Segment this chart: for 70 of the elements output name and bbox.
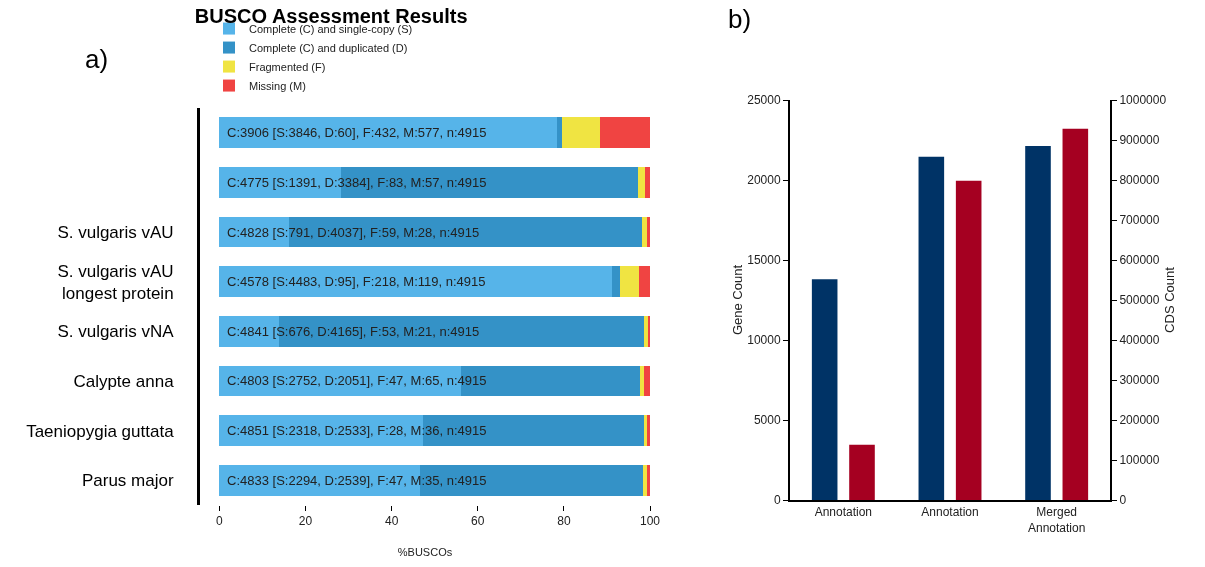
y2-axis-title: CDS Count bbox=[1161, 266, 1177, 333]
x-axis-title: %BUSCOs bbox=[397, 545, 453, 558]
data-label: C:4828 [S:791, D:4037], F:59, M:28, n:4915 bbox=[227, 225, 480, 240]
legend-label: Complete (C) and single-copy (S) bbox=[249, 22, 413, 35]
y2-tick-label: 800000 bbox=[1119, 173, 1160, 188]
data-label: C:4833 [S:2294, D:2539], F:47, M:35, n:4915 bbox=[227, 473, 487, 488]
bar bbox=[644, 365, 650, 397]
legend-label: Missing (M) bbox=[249, 79, 306, 92]
legend-label: Fragmented (F) bbox=[249, 60, 326, 73]
bar bbox=[556, 117, 562, 149]
y2-tick-label: 0 bbox=[1119, 493, 1127, 508]
data-label: C:4775 [S:1391, D:3384], F:83, M:57, n:4915 bbox=[227, 175, 487, 190]
data-label: C:3906 [S:3846, D:60], F:432, M:577, n:4915 bbox=[227, 125, 487, 140]
bar bbox=[599, 117, 650, 149]
bar bbox=[643, 464, 648, 496]
y-axis-title: Gene Count bbox=[730, 264, 746, 336]
y2-tick-label: 400000 bbox=[1119, 333, 1160, 348]
y-tick-label: 15000 bbox=[747, 253, 781, 268]
y2-tick-label: 100000 bbox=[1119, 453, 1160, 468]
x-tick-label: Merged Annotation bbox=[1027, 505, 1086, 535]
x-tick-label: 0 bbox=[216, 514, 224, 529]
x-tick-label: Annotation bbox=[921, 505, 979, 520]
y2-tick-label: 700000 bbox=[1119, 213, 1160, 228]
x-tick-label: Annotation bbox=[814, 505, 873, 520]
bar bbox=[647, 216, 650, 248]
y-tick-label: 10000 bbox=[747, 333, 781, 348]
y-tick-label: Calypte anna bbox=[73, 371, 175, 391]
data-label: C:4578 [S:4483, D:95], F:218, M:119, n:4915 bbox=[227, 274, 486, 289]
bar bbox=[561, 117, 600, 149]
y2-tick-label: 900000 bbox=[1119, 133, 1160, 148]
y-tick-label: S. vulgaris vAU longest protein bbox=[57, 261, 174, 303]
y-tick-label: Taeniopygia guttata bbox=[26, 421, 175, 441]
data-label: C:4841 [S:676, D:4165], F:53, M:21, n:4915 bbox=[227, 324, 480, 339]
bar bbox=[642, 216, 648, 248]
bar bbox=[1062, 128, 1089, 500]
bar bbox=[640, 365, 645, 397]
bar bbox=[1025, 145, 1051, 500]
bar bbox=[637, 167, 645, 198]
y-tick-label: 25000 bbox=[747, 93, 781, 108]
y2-tick-label: 500000 bbox=[1119, 293, 1160, 308]
bar bbox=[647, 464, 650, 496]
y-tick-label: 0 bbox=[773, 493, 781, 508]
bar bbox=[811, 279, 838, 500]
x-tick-label: 80 bbox=[557, 514, 571, 529]
x-tick-label: 100 bbox=[639, 514, 661, 529]
x-tick-label: 20 bbox=[298, 514, 313, 529]
bar bbox=[612, 266, 621, 298]
y2-tick-label: 1000000 bbox=[1119, 93, 1167, 108]
y-tick-label: S. vulgaris vAU bbox=[57, 223, 174, 243]
y-tick-label: S. vulgaris vNA bbox=[57, 322, 175, 342]
legend-label: Complete (C) and duplicated (D) bbox=[249, 41, 408, 54]
x-tick-label: 60 bbox=[471, 514, 485, 529]
data-label: C:4851 [S:2318, D:2533], F:28, M:36, n:4915 bbox=[227, 423, 487, 438]
bar bbox=[219, 266, 613, 298]
x-tick-label: 40 bbox=[384, 514, 399, 529]
bar bbox=[849, 444, 875, 500]
data-label: C:4803 [S:2752, D:2051], F:47, M:65, n:4915 bbox=[227, 373, 487, 388]
y2-tick-label: 200000 bbox=[1119, 413, 1160, 428]
bar bbox=[918, 156, 945, 500]
bar bbox=[639, 266, 650, 298]
text: a) bbox=[85, 44, 109, 74]
y-tick-label: Parus major bbox=[81, 471, 174, 491]
y-tick-label: 5000 bbox=[753, 413, 781, 428]
bar bbox=[644, 167, 650, 198]
y-tick-label: 20000 bbox=[747, 173, 781, 188]
y2-tick-label: 300000 bbox=[1119, 373, 1160, 388]
y2-tick-label: 600000 bbox=[1119, 253, 1160, 268]
bar bbox=[955, 180, 982, 500]
text: b) bbox=[728, 4, 752, 34]
bar bbox=[620, 266, 640, 298]
